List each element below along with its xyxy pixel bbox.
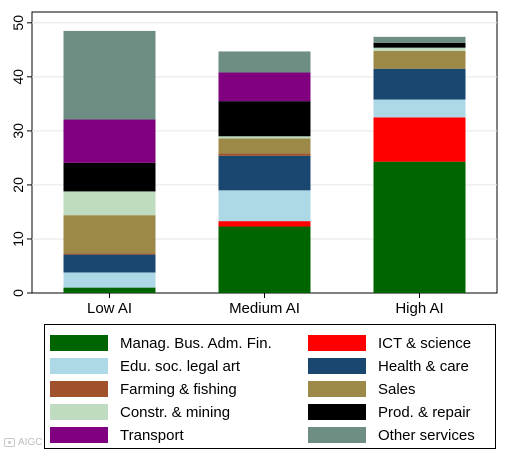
legend-label: Transport: [120, 426, 184, 444]
legend-item: Prod. & repair: [308, 402, 471, 422]
legend-item: Manag. Bus. Adm. Fin.: [50, 333, 272, 353]
bar-segment: [218, 72, 311, 102]
bar-segment: [373, 117, 466, 162]
bar-segment: [63, 30, 156, 120]
legend-item: Farming & fishing: [50, 379, 237, 399]
bar-stack: [63, 30, 156, 293]
legend-item: ICT & science: [308, 333, 471, 353]
y-tick-label: 40: [10, 69, 26, 85]
bar-segment: [218, 153, 311, 156]
bar-segment: [373, 161, 466, 293]
y-tick-label: 10: [10, 231, 26, 247]
legend-label: Other services: [378, 426, 475, 444]
legend-swatch: [308, 427, 366, 443]
camera-icon: [4, 438, 15, 447]
legend-item: Edu. soc. legal art: [50, 356, 240, 376]
bar-segment: [373, 68, 466, 100]
legend-item: Constr. & mining: [50, 402, 230, 422]
legend-swatch: [50, 404, 108, 420]
legend-label: Farming & fishing: [120, 380, 237, 398]
legend-item: Health & care: [308, 356, 469, 376]
legend: Manag. Bus. Adm. Fin. ICT & science Edu. s…: [44, 324, 496, 449]
legend-swatch: [50, 381, 108, 397]
bar-segment: [218, 226, 311, 293]
bar-segment: [63, 287, 156, 293]
legend-swatch: [308, 404, 366, 420]
bar-segment: [373, 36, 466, 43]
legend-label: Sales: [378, 380, 416, 398]
legend-item: Sales: [308, 379, 416, 399]
watermark: AIGC: [4, 437, 42, 448]
bar-stack: [373, 36, 466, 293]
y-tick-label: 20: [10, 177, 26, 193]
bar-segment: [373, 50, 466, 69]
legend-label: Health & care: [378, 357, 469, 375]
bar-stack: [218, 51, 311, 293]
bar-segment: [218, 51, 311, 73]
x-tick-label: Low AI: [87, 300, 132, 317]
bar-segment: [63, 272, 156, 288]
bar-segment: [373, 99, 466, 118]
stacked-bar-chart: 0 10 20 30 40 50 Low AI Medium AI High AI: [10, 11, 498, 317]
bar-segment: [63, 119, 156, 163]
legend-label: Manag. Bus. Adm. Fin.: [120, 334, 272, 352]
y-tick-label: 0: [10, 289, 26, 297]
bar-segment: [373, 47, 466, 51]
legend-swatch: [50, 358, 108, 374]
y-tick-label: 50: [10, 15, 26, 31]
legend-item: Other services: [308, 425, 475, 445]
bar-segment: [218, 101, 311, 137]
legend-label: Constr. & mining: [120, 403, 231, 421]
bar-segment: [218, 155, 311, 191]
bar-segment: [218, 138, 311, 154]
bar-segment: [63, 254, 156, 273]
bar-segment: [63, 191, 156, 216]
y-tick-label: 30: [10, 123, 26, 139]
bar-segment: [63, 215, 156, 254]
legend-label: ICT & science: [378, 334, 472, 352]
x-tick-label: Medium AI: [229, 300, 300, 317]
legend-swatch: [50, 427, 108, 443]
legend-label: Prod. & repair: [378, 403, 471, 421]
legend-swatch: [308, 358, 366, 374]
legend-item: Transport: [50, 425, 184, 445]
bar-segment: [218, 136, 311, 139]
bar-segment: [218, 190, 311, 222]
bar-segment: [63, 253, 156, 255]
legend-swatch: [50, 335, 108, 351]
x-tick-label: High AI: [395, 300, 443, 317]
legend-swatch: [308, 381, 366, 397]
watermark-text: AIGC: [18, 437, 43, 448]
bar-segment: [63, 162, 156, 192]
legend-swatch: [308, 335, 366, 351]
legend-label: Edu. soc. legal art: [120, 357, 241, 375]
bar-segment: [218, 221, 311, 227]
bar-segment: [373, 42, 466, 48]
